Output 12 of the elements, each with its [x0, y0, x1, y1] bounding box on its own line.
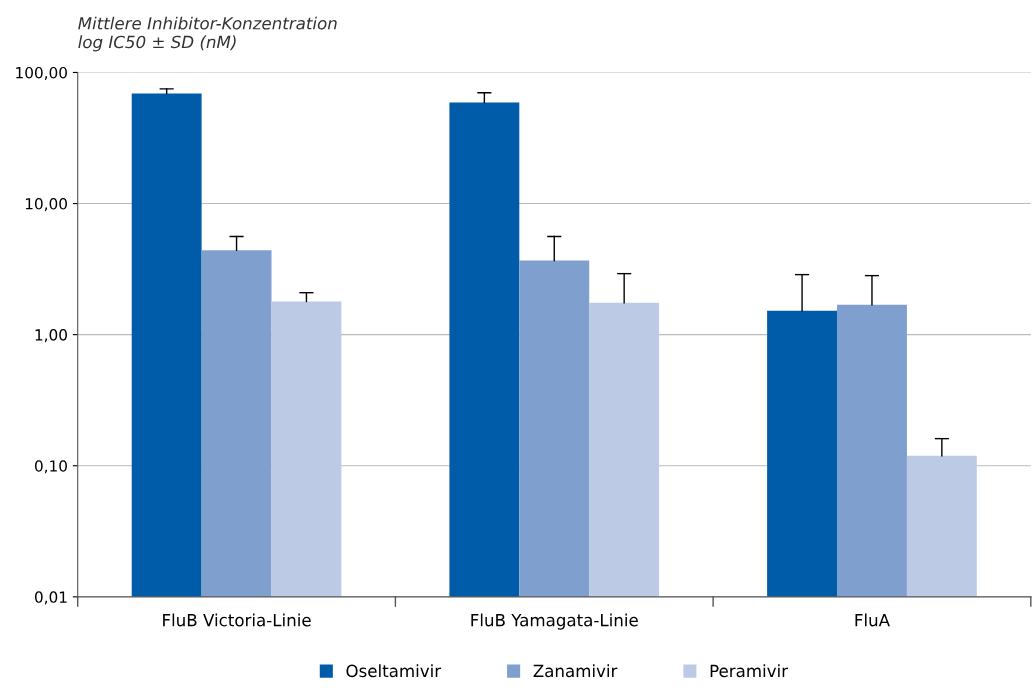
legend-label: Peramivir	[710, 664, 789, 678]
y-axis-title: Mittlere Inhibitor-Konzentration log IC50 ± SD (nM)	[78, 16, 337, 52]
y-tick-label: 0,01	[34, 591, 67, 605]
legend-label: Oseltamivir	[346, 664, 442, 678]
x-tick-label: FluA	[855, 613, 890, 627]
y-tick-label: 100,00	[16, 66, 67, 81]
y-tick-label: 10,00	[25, 198, 67, 212]
y-tick-label: 1,00	[35, 329, 67, 343]
x-tick-label: FluB Yamagata-Linie	[471, 613, 638, 630]
x-tick-label: FluB Victoria-Linie	[163, 613, 311, 627]
y-tick-label: 0,10	[34, 460, 67, 474]
legend-label: Zanamivir	[533, 664, 618, 678]
